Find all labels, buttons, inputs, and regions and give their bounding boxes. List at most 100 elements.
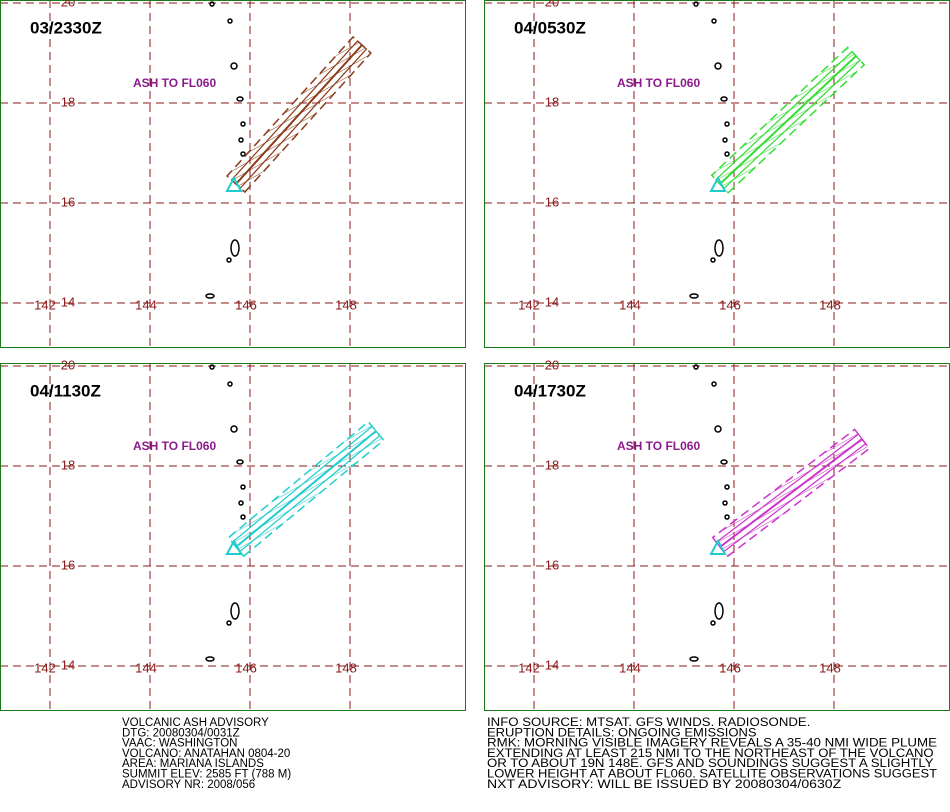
island [240, 514, 246, 520]
island [722, 500, 728, 506]
island [230, 62, 238, 70]
advisory-line: VAAC: WASHINGTON [122, 738, 237, 750]
advisory-line: DTG: 20080304/0031Z [122, 727, 240, 739]
island [226, 257, 232, 263]
island [724, 484, 730, 490]
plume-axis [235, 430, 377, 548]
lon-label: 142 [34, 297, 56, 312]
island [689, 656, 699, 662]
island [711, 381, 717, 387]
lat-label: 14 [61, 657, 75, 672]
lat-label: 16 [61, 557, 75, 572]
lat-label: 18 [61, 457, 75, 472]
map-panel: 142 144 146 148 14 16 18 20 04/1730Z ASH TO FL060 [484, 357, 950, 711]
lon-label: 144 [619, 660, 641, 675]
lat-label: 14 [545, 294, 559, 309]
lat-label: 16 [61, 194, 75, 209]
island [714, 425, 722, 433]
advisory-line: ADVISORY NR: 2008/056 [122, 779, 255, 791]
lon-label: 146 [235, 660, 257, 675]
time-label: 04/1130Z [30, 381, 101, 400]
island [227, 18, 233, 24]
island [227, 381, 233, 387]
lat-label: 16 [545, 557, 559, 572]
advisory-line: VOLCANIC ASH ADVISORY [122, 717, 269, 729]
island [226, 620, 232, 626]
remark-line: EXTENDING AT LEAST 215 NMI TO THE NORTHE… [487, 748, 934, 760]
lat-label: 18 [545, 457, 559, 472]
lon-label: 148 [335, 297, 357, 312]
plume-axis [719, 438, 863, 548]
island [693, 1, 699, 7]
plume-core [715, 433, 867, 553]
remark-line: ERUPTION DETAILS: ONGOING EMISSIONS [487, 727, 757, 739]
remark-line: RMK: MORNING VISIBLE IMAGERY REVEALS A 3… [487, 738, 937, 750]
lat-label: 18 [545, 94, 559, 109]
island [710, 620, 716, 626]
lat-label: 20 [61, 357, 75, 372]
map-panel: 142 144 146 148 14 16 18 20 03/2330Z ASH TO FL060 [0, 0, 466, 348]
island [230, 602, 240, 620]
panel-frame [0, 0, 466, 348]
lon-label: 144 [135, 660, 157, 675]
lon-label: 148 [819, 297, 841, 312]
island [209, 1, 215, 7]
island [689, 293, 699, 299]
map-panel: 142 144 146 148 14 16 18 20 04/1130Z ASH TO FL060 [0, 357, 466, 711]
lat-label: 20 [545, 357, 559, 372]
lon-label: 142 [518, 297, 540, 312]
lon-label: 148 [335, 660, 357, 675]
plume-core [230, 40, 368, 189]
volcano [709, 175, 727, 192]
island [714, 62, 722, 70]
island [240, 121, 246, 127]
advisory-line: SUMMIT ELEV: 2585 FT (788 M) [122, 769, 291, 781]
island [240, 484, 246, 490]
volcano [225, 175, 243, 192]
remark-line: INFO SOURCE: MTSAT. GFS WINDS. RADIOSOND… [487, 717, 810, 729]
island [236, 459, 244, 465]
ash-label: ASH TO FL060 [617, 76, 700, 90]
lat-label: 18 [61, 94, 75, 109]
island [205, 293, 215, 299]
island [693, 364, 699, 370]
lon-label: 144 [135, 297, 157, 312]
lon-label: 142 [518, 660, 540, 675]
island [724, 151, 730, 157]
lon-label: 146 [235, 297, 257, 312]
volcano [225, 538, 243, 555]
ash-label: ASH TO FL060 [617, 439, 700, 453]
lat-label: 16 [545, 194, 559, 209]
remark-line: OR TO ABOUT 19N 148E. GFS AND SOUNDINGS … [487, 758, 934, 770]
island [720, 459, 728, 465]
island [724, 121, 730, 127]
map-area [1, 364, 465, 710]
remark-line: NXT ADVISORY: WILL BE ISSUED BY 20080304… [487, 779, 841, 791]
plume-core [231, 425, 381, 553]
map-area [485, 364, 949, 710]
time-label: 04/0530Z [514, 18, 586, 37]
lon-label: 146 [719, 297, 741, 312]
island [238, 137, 244, 143]
island [209, 364, 215, 370]
plume-axis [719, 55, 857, 185]
island [724, 514, 730, 520]
island [240, 151, 246, 157]
ash-label: ASH TO FL060 [133, 76, 216, 90]
map-panel: 142 144 146 148 14 16 18 20 04/0530Z ASH TO FL060 [484, 0, 950, 348]
remark-line: LOWER HEIGHT AT ABOUT FL060. SATELLITE O… [487, 769, 937, 781]
panel-frame [0, 363, 466, 711]
plume-core [715, 50, 861, 190]
lat-label: 14 [545, 657, 559, 672]
island [230, 425, 238, 433]
advisory-line: VOLCANO: ANATAHAN 0804-20 [122, 748, 290, 760]
lon-label: 144 [619, 297, 641, 312]
island [714, 602, 724, 620]
time-label: 04/1730Z [514, 381, 586, 400]
plume-axis [235, 44, 363, 185]
time-label: 03/2330Z [30, 18, 102, 37]
lat-label: 20 [545, 0, 559, 9]
map-area [1, 1, 465, 347]
island [230, 239, 240, 257]
